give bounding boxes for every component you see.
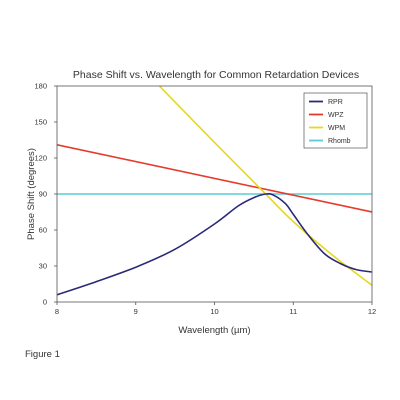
legend-label-rpr: RPR: [328, 99, 343, 106]
series-line-rpr: [57, 192, 372, 296]
plot-area: [57, 86, 372, 296]
y-tick-label: 120: [34, 154, 47, 163]
y-tick-label: 180: [34, 82, 47, 91]
legend-box: [303, 92, 368, 149]
y-tick-label: 0: [43, 298, 47, 307]
x-tick-label: 12: [368, 307, 376, 316]
legend-label-wpm: WPM: [328, 125, 345, 132]
axes: 0 30 60 90 120 150 180 8 9 10 11 12 Wavelength (µm) P…: [26, 82, 376, 337]
x-axis-label: Wavelength (µm): [178, 325, 250, 336]
y-tick-label: 30: [39, 262, 47, 271]
figure-caption: Figure 1: [25, 349, 60, 360]
y-tick-label: 60: [39, 226, 47, 235]
x-tick-label: 11: [289, 307, 297, 316]
y-tick-label: 150: [34, 118, 47, 127]
legend: RPR WPZ WPM Rhomb: [303, 92, 368, 149]
y-axis-label: Phase Shift (degrees): [26, 148, 37, 240]
x-tick-label: 8: [55, 307, 59, 316]
x-tick-label: 9: [134, 307, 138, 316]
legend-label-wpz: WPZ: [328, 112, 344, 119]
y-tick-label: 90: [39, 190, 47, 199]
x-tick-label: 10: [210, 307, 218, 316]
chart-title: Phase Shift vs. Wavelength for Common Re…: [73, 69, 359, 81]
series-line-wpz: [57, 144, 372, 213]
series-line-wpm: [158, 86, 372, 286]
legend-label-rhomb: Rhomb: [328, 138, 351, 145]
